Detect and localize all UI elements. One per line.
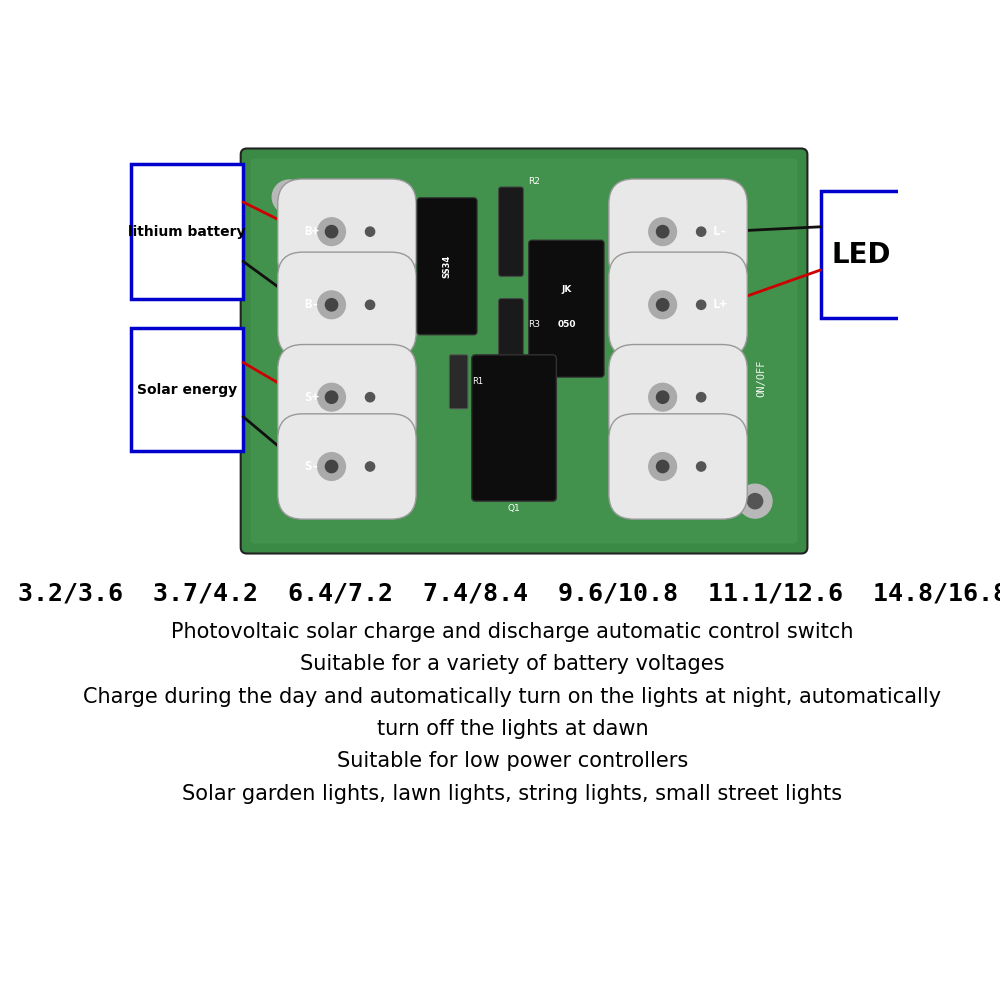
Text: Suitable for a variety of battery voltages: Suitable for a variety of battery voltag… [300, 654, 725, 674]
Text: B+: B+ [305, 225, 320, 238]
Circle shape [318, 218, 345, 246]
Circle shape [318, 453, 345, 480]
Circle shape [325, 225, 338, 238]
FancyBboxPatch shape [529, 240, 604, 377]
Text: Charge during the day and automatically turn on the lights at night, automatical: Charge during the day and automatically … [83, 687, 942, 707]
Circle shape [318, 291, 345, 319]
Circle shape [325, 299, 338, 311]
Text: Solar energy: Solar energy [137, 383, 237, 397]
FancyBboxPatch shape [609, 179, 747, 284]
Circle shape [365, 300, 375, 309]
Circle shape [365, 227, 375, 236]
Circle shape [738, 484, 772, 518]
Bar [131, 164, 243, 299]
Circle shape [649, 383, 677, 411]
FancyBboxPatch shape [449, 355, 468, 409]
Bar [820, 191, 901, 318]
Circle shape [656, 391, 669, 403]
FancyBboxPatch shape [417, 198, 477, 335]
Circle shape [697, 462, 706, 471]
Text: LED: LED [831, 241, 891, 269]
Circle shape [325, 391, 338, 403]
Circle shape [649, 291, 677, 319]
Circle shape [747, 494, 763, 509]
FancyBboxPatch shape [499, 187, 523, 276]
Circle shape [656, 460, 669, 473]
FancyBboxPatch shape [241, 148, 807, 554]
Text: lithium battery: lithium battery [128, 225, 246, 239]
Circle shape [282, 189, 297, 205]
Text: ON/OFF: ON/OFF [756, 359, 766, 397]
FancyBboxPatch shape [251, 158, 797, 544]
Text: R2: R2 [528, 177, 540, 186]
Text: Photovoltaic solar charge and discharge automatic control switch: Photovoltaic solar charge and discharge … [171, 622, 854, 642]
Text: S+: S+ [305, 391, 320, 404]
Text: JK: JK [561, 285, 572, 294]
Text: R3: R3 [528, 320, 540, 329]
Circle shape [697, 227, 706, 236]
FancyBboxPatch shape [472, 355, 556, 501]
Circle shape [649, 218, 677, 246]
Circle shape [649, 453, 677, 480]
Circle shape [656, 225, 669, 238]
Circle shape [656, 299, 669, 311]
Text: L-: L- [713, 225, 728, 238]
FancyBboxPatch shape [609, 414, 747, 519]
Circle shape [697, 300, 706, 309]
FancyBboxPatch shape [609, 345, 747, 450]
Circle shape [365, 462, 375, 471]
FancyBboxPatch shape [278, 252, 416, 357]
FancyBboxPatch shape [609, 252, 747, 357]
Text: 050: 050 [557, 320, 576, 329]
Circle shape [697, 393, 706, 402]
Circle shape [325, 460, 338, 473]
FancyBboxPatch shape [278, 414, 416, 519]
Circle shape [272, 180, 306, 214]
Text: Q1: Q1 [508, 504, 520, 513]
Text: Suitable for low power controllers: Suitable for low power controllers [337, 751, 688, 771]
Text: turn off the lights at dawn: turn off the lights at dawn [377, 719, 648, 739]
Text: B-: B- [305, 298, 320, 311]
Text: 3.2/3.6  3.7/4.2  6.4/7.2  7.4/8.4  9.6/10.8  11.1/12.6  14.8/16.8: 3.2/3.6 3.7/4.2 6.4/7.2 7.4/8.4 9.6/10.8… [18, 582, 1000, 606]
Bar [131, 328, 243, 451]
Circle shape [318, 383, 345, 411]
FancyBboxPatch shape [278, 345, 416, 450]
Text: L+: L+ [713, 298, 728, 311]
FancyBboxPatch shape [278, 179, 416, 284]
Text: SS34: SS34 [443, 255, 452, 278]
Text: S-: S- [305, 460, 320, 473]
FancyBboxPatch shape [499, 299, 523, 365]
Text: Solar garden lights, lawn lights, string lights, small street lights: Solar garden lights, lawn lights, string… [182, 784, 843, 804]
Circle shape [365, 393, 375, 402]
Text: R1: R1 [472, 377, 484, 386]
